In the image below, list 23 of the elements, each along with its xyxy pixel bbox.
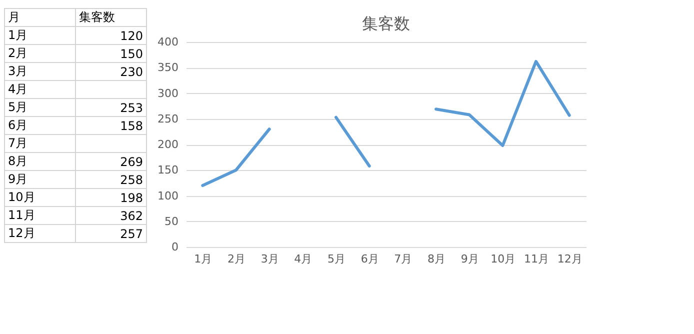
y-tick-label: 150 — [158, 164, 178, 177]
x-tick-label: 6月 — [360, 252, 379, 266]
x-tick-label: 10月 — [490, 252, 516, 266]
x-tick-label: 8月 — [428, 252, 446, 266]
x-tick-label: 7月 — [394, 252, 412, 266]
y-tick-label: 350 — [158, 61, 178, 74]
y-tick-label: 250 — [158, 112, 178, 126]
x-tick-label: 3月 — [260, 252, 279, 266]
y-tick-label: 300 — [158, 86, 178, 100]
spreadsheet-table: 月 集客数 1月 120 2月 150 3月 230 4月 5月 253 6月 158 7月 8月 269 9月 258 10月 198 11月 362 12月 257 — [4, 8, 147, 243]
y-tick-label: 50 — [164, 214, 178, 228]
x-tick-label: 11月 — [524, 252, 549, 266]
x-tick-label: 5月 — [328, 252, 346, 266]
chart-title: 集客数 — [362, 14, 410, 33]
x-tick-label: 4月 — [294, 252, 312, 266]
x-tick-label: 12月 — [557, 252, 582, 266]
x-tick-label: 2月 — [228, 252, 246, 266]
y-tick-label: 200 — [158, 138, 178, 151]
x-tick-label: 1月 — [194, 252, 212, 266]
y-tick-label: 100 — [158, 189, 178, 202]
x-tick-label: 9月 — [460, 252, 479, 266]
y-tick-label: 0 — [172, 240, 178, 254]
y-tick-label: 400 — [158, 36, 178, 48]
